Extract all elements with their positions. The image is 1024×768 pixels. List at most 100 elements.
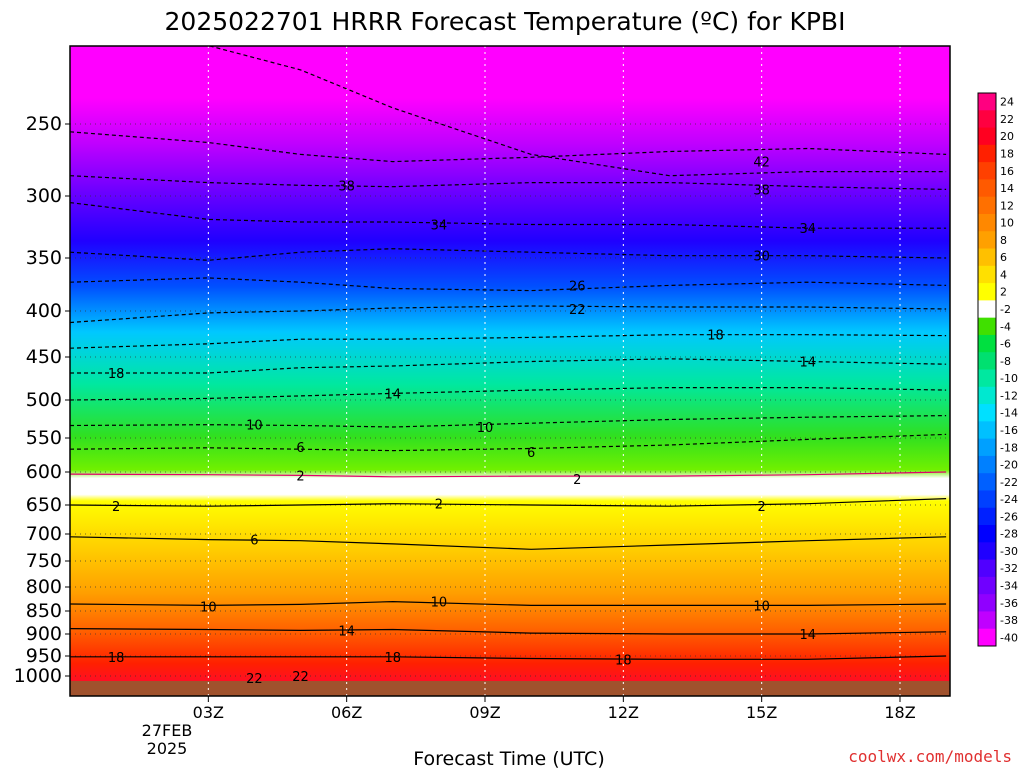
colorbar-label: 14 — [1000, 182, 1014, 195]
colorbar-legend: 24 22 20 18 16 14 12 10 8 6 4 2 -2 -4 -6 -8 -10 -12 -14 -16… — [977, 92, 1018, 647]
isotherm-label: 2 — [435, 498, 443, 513]
colorbar-label: -14 — [1000, 407, 1018, 420]
x-tick-label: 06Z — [331, 703, 362, 722]
colorbar-swatch — [978, 248, 996, 267]
isotherm-label: 30 — [753, 250, 770, 265]
isotherm-label: 18 — [108, 367, 125, 382]
x-gridlines — [207, 46, 901, 696]
colorbar-swatch — [978, 525, 996, 543]
colorbar-swatch — [978, 473, 996, 491]
x-tick-label: 18Z — [884, 703, 915, 722]
isotherm-label: 34 — [431, 218, 448, 233]
colorbar-swatch — [978, 300, 996, 319]
isotherm-label: 14 — [800, 356, 817, 371]
isotherm-line — [70, 131, 947, 163]
y-tick-label: 650 — [26, 494, 62, 516]
colorbar-swatch — [978, 628, 996, 647]
y-tick-label: 550 — [26, 427, 62, 449]
colorbar-label: -26 — [1000, 510, 1018, 523]
plot-frame — [69, 45, 951, 697]
y-tick-label: 800 — [26, 576, 62, 598]
surface-ground — [70, 681, 950, 696]
colorbar-swatch — [978, 144, 996, 163]
isotherm-label: 6 — [250, 534, 258, 549]
isotherm-label: 14 — [338, 624, 355, 639]
colorbar-swatch — [978, 352, 996, 370]
colorbar-label: -2 — [1000, 303, 1011, 316]
colorbar-swatch — [978, 196, 996, 215]
x-tick-label: 03Z — [193, 703, 224, 722]
colorbar-label: -32 — [1000, 562, 1018, 575]
colorbar-swatch — [978, 507, 996, 526]
colorbar-label: -38 — [1000, 614, 1018, 627]
colorbar-swatch — [978, 334, 996, 353]
isotherm-line — [70, 277, 947, 292]
colorbar-swatch — [978, 110, 996, 129]
colorbar-label: -20 — [1000, 459, 1018, 472]
y-tick-label: 850 — [26, 600, 62, 622]
isotherm-line — [70, 600, 947, 607]
isotherm-label: 42 — [753, 156, 770, 171]
x-tick-label: 15Z — [746, 703, 777, 722]
y-tick-label: 1000 — [14, 665, 62, 687]
colorbar-swatch — [978, 162, 996, 180]
colorbar-swatch — [978, 213, 996, 232]
y-tick-label: 500 — [26, 389, 62, 411]
y-tick-label: 700 — [26, 523, 62, 545]
isotherm-line — [70, 415, 947, 428]
colorbar-label: 6 — [1000, 251, 1007, 264]
isotherm-line — [70, 471, 947, 478]
y-tick-label: 900 — [26, 623, 62, 645]
isotherm-label: 10 — [477, 421, 494, 436]
colorbar-swatch — [978, 127, 996, 146]
isotherm-line — [70, 628, 947, 635]
isotherm-label: 14 — [385, 387, 402, 402]
colorbar-swatch — [978, 455, 996, 474]
colorbar-swatch — [978, 369, 996, 388]
isotherm-label: 2 — [112, 500, 120, 515]
colorbar-swatch — [978, 404, 996, 422]
colorbar-label: 8 — [1000, 234, 1007, 247]
isotherm-contours — [70, 46, 947, 660]
isotherm-label: 18 — [385, 651, 402, 666]
isotherm-line — [70, 334, 947, 349]
y-tick-label: 750 — [26, 550, 62, 572]
y-tick-label: 350 — [26, 247, 62, 269]
isotherm-label: 38 — [338, 179, 355, 194]
colorbar-label: -6 — [1000, 338, 1011, 351]
isotherm-label: 34 — [800, 222, 817, 237]
isotherm-line — [70, 305, 947, 324]
chart-title: 2025022701 HRRR Forecast Temperature (ºC… — [165, 7, 846, 36]
colorbar-swatch — [978, 490, 996, 509]
colorbar-label: -16 — [1000, 424, 1018, 437]
isotherm-line — [70, 175, 947, 190]
colorbar-label: -18 — [1000, 441, 1018, 454]
colorbar-swatch — [978, 179, 996, 198]
colorbar-label: -36 — [1000, 597, 1018, 610]
y-tick-label: 400 — [26, 300, 62, 322]
colorbar-swatch — [978, 386, 996, 405]
credit-link[interactable]: coolwx.com/models — [848, 747, 1012, 766]
colorbar-label: -12 — [1000, 389, 1018, 402]
colorbar-label: -10 — [1000, 372, 1018, 385]
isotherm-label: 10 — [753, 599, 770, 614]
colorbar-label: -8 — [1000, 355, 1011, 368]
isotherm-label: 18 — [615, 653, 632, 668]
isotherm-label: 2 — [573, 473, 581, 488]
y-axis: 2503003504004505005506006507007508008509… — [14, 113, 70, 687]
x-date-line-1: 27FEB — [142, 721, 193, 740]
isotherm-label: 10 — [431, 596, 448, 611]
isotherm-line — [205, 46, 947, 177]
colorbar-frame — [977, 92, 997, 647]
x-tick-label: 09Z — [469, 703, 500, 722]
colorbar-swatch — [978, 594, 996, 612]
y-tick-label: 950 — [26, 645, 62, 667]
isotherm-label: 6 — [527, 446, 535, 461]
isotherm-label: 10 — [200, 600, 217, 615]
colorbar-label: -24 — [1000, 493, 1018, 506]
isotherm-label: 6 — [296, 441, 304, 456]
colorbar-swatch — [978, 611, 996, 630]
isotherm-label: 22 — [246, 672, 263, 687]
x-date-line-2: 2025 — [147, 739, 188, 758]
